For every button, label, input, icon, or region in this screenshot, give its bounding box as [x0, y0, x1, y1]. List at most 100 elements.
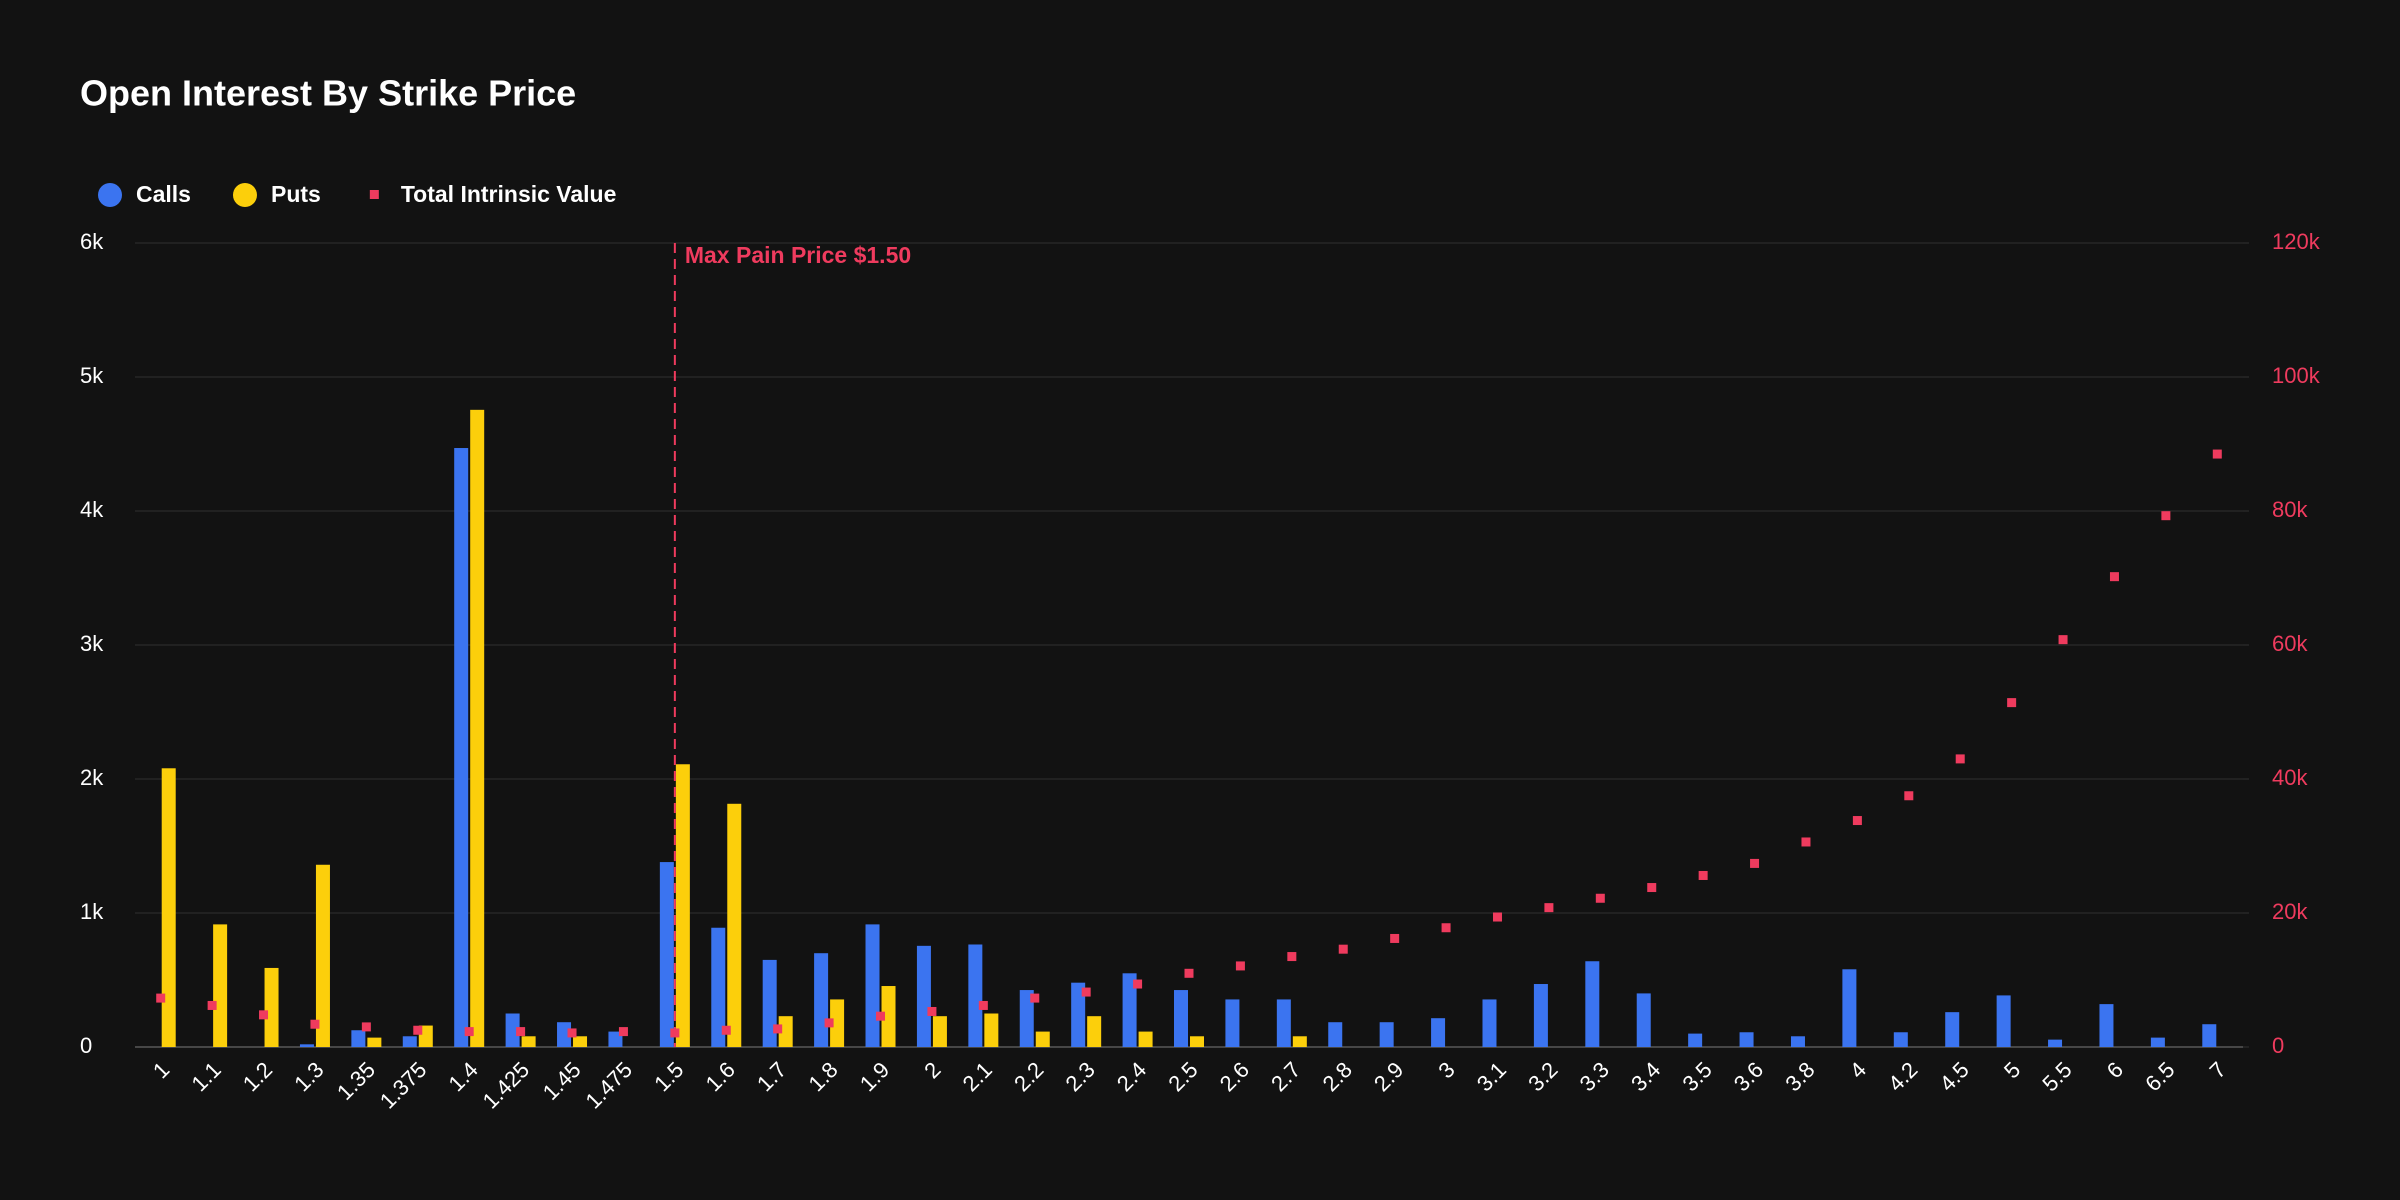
bar [2048, 1039, 2063, 1047]
bar [711, 927, 726, 1047]
x-tick-label: 1.475 [580, 1057, 637, 1114]
x-tick-label: 1.1 [186, 1057, 225, 1096]
bar [814, 953, 829, 1047]
scatter-point [2161, 511, 2171, 521]
scatter-point [1235, 961, 1245, 971]
y-tick-label: 5k [80, 363, 104, 388]
bar [573, 1036, 588, 1047]
scatter-point [516, 1027, 526, 1037]
bar [1190, 1036, 1204, 1047]
scatter-point [1955, 754, 1965, 764]
scatter-point [876, 1011, 886, 1021]
x-tick-label: 4.2 [1883, 1057, 1922, 1096]
x-tick-label: 3.6 [1729, 1057, 1768, 1096]
y2-tick-label: 100k [2272, 363, 2321, 388]
bar [830, 999, 845, 1047]
bar [1292, 1036, 1307, 1047]
scatter-point [1801, 837, 1811, 847]
bar [264, 967, 279, 1047]
scatter-point [567, 1028, 577, 1038]
x-tick-label: 1.35 [332, 1057, 380, 1105]
x-tick-label: 1.425 [478, 1057, 535, 1114]
scatter-point [1698, 870, 1708, 880]
bar [2150, 1037, 2165, 1047]
x-tick-label: 3.8 [1780, 1057, 1819, 1096]
y2-tick-label: 20k [2272, 899, 2308, 924]
x-tick-label: 3.2 [1523, 1057, 1562, 1096]
bar [1328, 1022, 1343, 1047]
scatter-point [310, 1019, 320, 1029]
bar [727, 803, 742, 1047]
y2-tick-label: 0 [2272, 1033, 2284, 1058]
bar [675, 764, 690, 1047]
x-tick-label: 4 [1845, 1057, 1871, 1083]
bar [454, 448, 469, 1047]
scatter-point [156, 993, 166, 1003]
x-tick-label: 2.5 [1163, 1057, 1202, 1096]
scatter-point [1184, 968, 1194, 978]
bar [1945, 1012, 1960, 1047]
bar [1071, 982, 1086, 1047]
scatter-point [259, 1010, 269, 1020]
legend-marker [232, 183, 257, 207]
x-tick-label: 6 [2102, 1057, 2128, 1083]
bar [932, 1016, 947, 1047]
bar [1138, 1031, 1153, 1047]
bar [1431, 1018, 1446, 1047]
scatter-point [207, 1000, 217, 1010]
x-tick-label: 1.45 [538, 1057, 586, 1105]
legend-marker [98, 183, 122, 207]
x-tick-label: 1.8 [803, 1057, 842, 1096]
bar [367, 1037, 382, 1047]
x-tick-label: 6.5 [2140, 1057, 2179, 1096]
scatter-point [413, 1025, 423, 1035]
x-tick-label: 3 [1433, 1057, 1459, 1083]
bar [161, 768, 176, 1047]
y-tick-label: 1k [80, 899, 104, 924]
scatter-point [2058, 635, 2068, 645]
scatter-point [773, 1024, 783, 1034]
bar [1019, 990, 1034, 1047]
x-tick-label: 1.5 [649, 1057, 688, 1096]
y2-tick-label: 120k [2272, 229, 2321, 254]
legend-label: Total Intrinsic Value [401, 181, 617, 207]
bar [1122, 973, 1137, 1047]
y2-tick-label: 40k [2272, 765, 2308, 790]
y-tick-label: 4k [80, 497, 104, 522]
bar [470, 409, 485, 1048]
scatter-point [1595, 893, 1605, 903]
x-tick-label: 2.3 [1061, 1057, 1100, 1096]
x-tick-label: 4.5 [1935, 1057, 1974, 1096]
x-tick-label: 1 [148, 1057, 174, 1083]
annotation-label: Max Pain Price $1.50 [685, 242, 911, 268]
bar [1533, 984, 1548, 1047]
bar [2202, 1024, 2217, 1047]
x-tick-label: 1.6 [701, 1057, 740, 1096]
bar [402, 1036, 417, 1047]
scatter-point [1544, 903, 1554, 913]
x-tick-label: 2.4 [1112, 1057, 1151, 1096]
bar [968, 944, 983, 1047]
x-tick-label: 2.7 [1266, 1057, 1305, 1096]
legend-label: Calls [136, 181, 191, 207]
scatter-point [361, 1022, 371, 1032]
bar [1636, 993, 1651, 1047]
bar [213, 924, 228, 1047]
scatter-point [1750, 858, 1760, 868]
y-tick-label: 2k [80, 765, 104, 790]
bar [315, 864, 330, 1047]
bar [2099, 1004, 2114, 1047]
bar [557, 1022, 572, 1047]
bar [659, 862, 674, 1047]
scatter-point [464, 1027, 474, 1037]
x-tick-label: 3.3 [1575, 1057, 1614, 1096]
bar [778, 1016, 793, 1047]
bar [1790, 1036, 1805, 1047]
scatter-point [1390, 933, 1400, 943]
y2-tick-label: 60k [2272, 631, 2308, 656]
x-tick-label: 1.7 [752, 1057, 791, 1096]
scatter-point [721, 1025, 731, 1035]
y-tick-label: 6k [80, 229, 104, 254]
bar [1893, 1032, 1908, 1047]
